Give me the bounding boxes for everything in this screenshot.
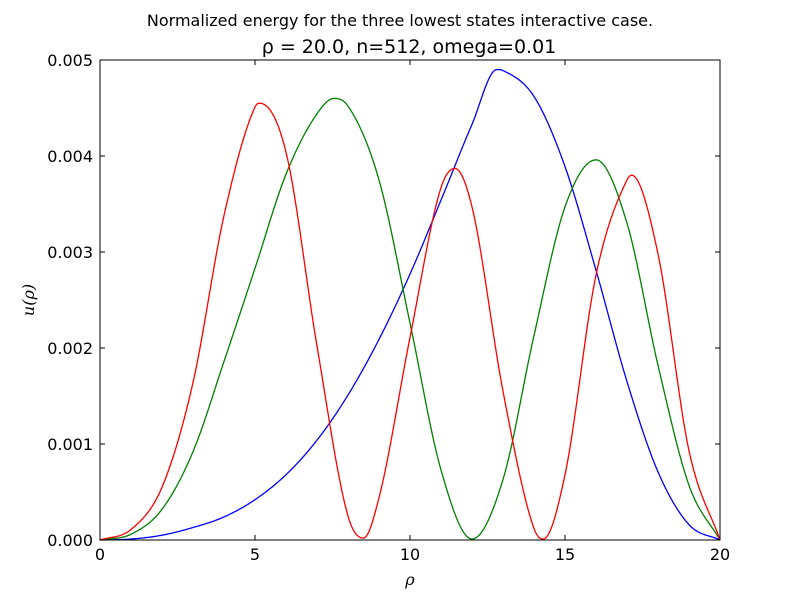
series-line-1: [99, 68, 721, 541]
chart-suptitle: Normalized energy for the three lowest s…: [147, 11, 653, 30]
x-tick-label: 5: [250, 545, 260, 564]
y-tick-label: 0.005: [47, 51, 93, 70]
y-tick-label: 0.002: [47, 339, 93, 358]
x-tick-label: 10: [400, 545, 420, 564]
y-tick-label: 0.003: [47, 243, 93, 262]
x-tick-label: 0: [95, 545, 105, 564]
chart-title: ρ = 20.0, n=512, omega=0.01: [262, 36, 557, 58]
y-tick-label: 0.000: [47, 531, 93, 550]
y-tick-label: 0.001: [47, 435, 93, 454]
plot-frame: [99, 59, 721, 541]
y-tick-label: 0.004: [47, 147, 93, 166]
series-line-3: [99, 102, 721, 541]
series-layer: [99, 68, 721, 541]
x-tick-label: 15: [555, 545, 575, 564]
x-axis-label: ρ: [404, 570, 415, 589]
y-axis-label: u(ρ): [19, 284, 38, 316]
x-tick-label: 20: [710, 545, 730, 564]
series-line-2: [99, 97, 721, 541]
ticks-layer: 0 5 10 15 20 0.000 0.001 0.002 0.003 0.004 0.005: [47, 51, 730, 564]
